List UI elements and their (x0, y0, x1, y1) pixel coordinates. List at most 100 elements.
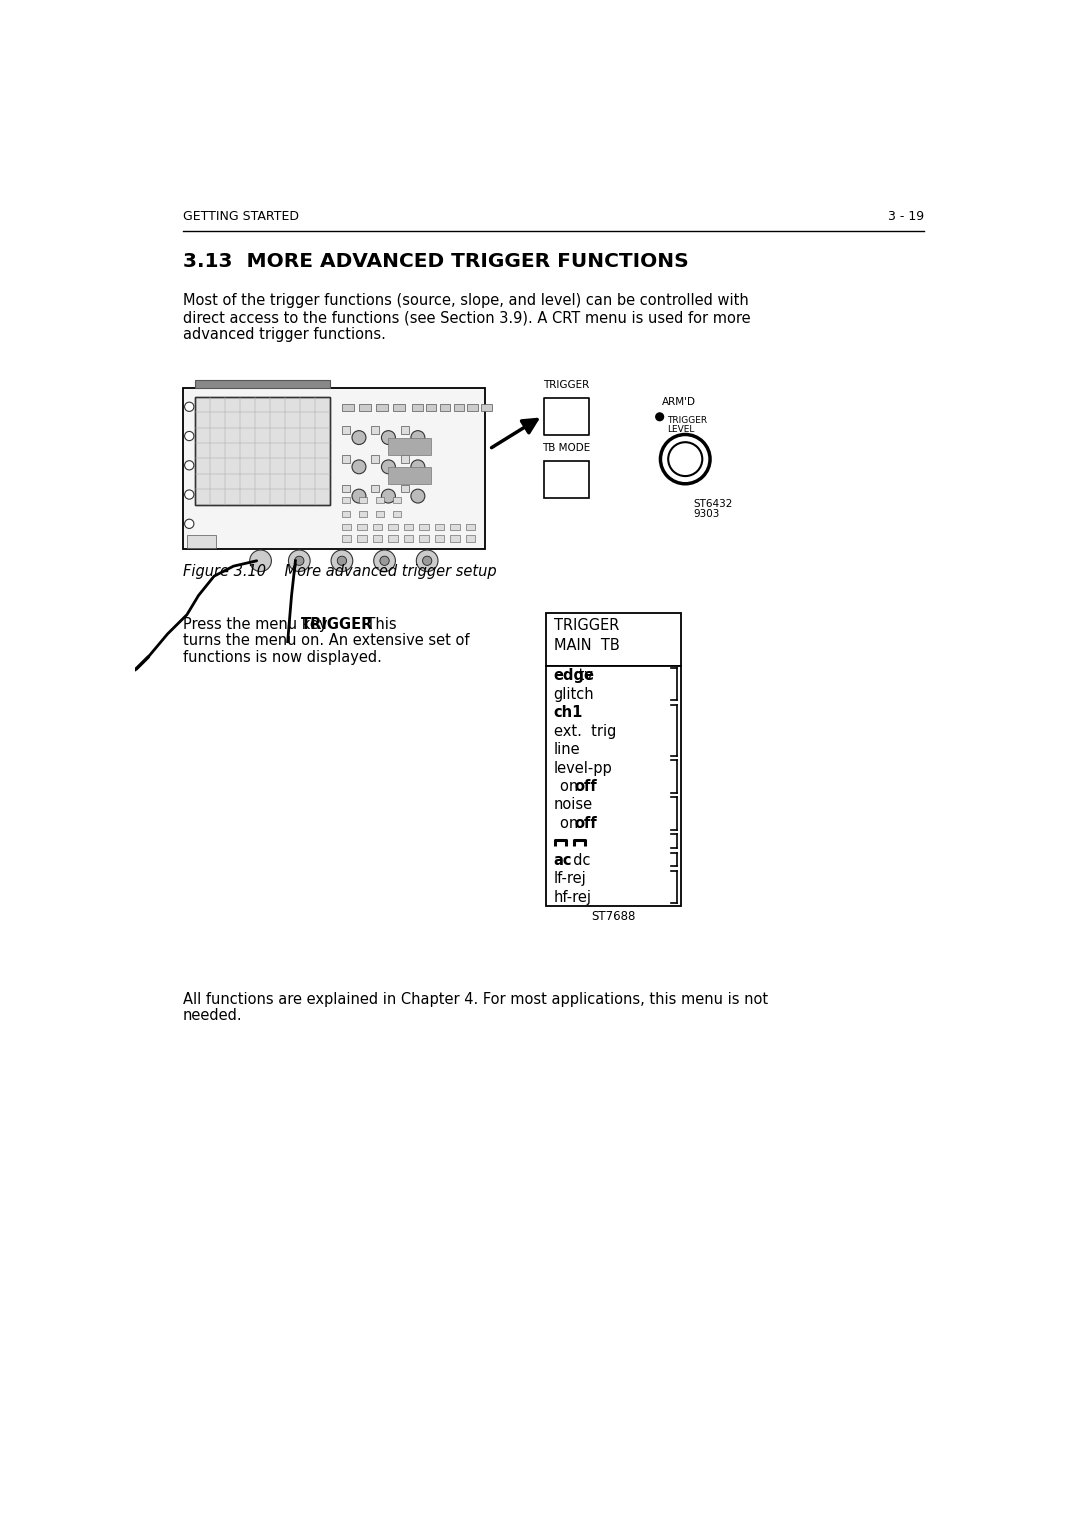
Bar (342, 456, 350, 463)
Bar (194, 396, 330, 505)
Text: 9303: 9303 (693, 509, 719, 518)
Circle shape (374, 550, 395, 572)
Bar (342, 497, 350, 503)
Bar (426, 404, 436, 411)
Bar (419, 535, 429, 541)
Text: advanced trigger functions.: advanced trigger functions. (183, 327, 386, 342)
Text: ARM'D: ARM'D (662, 398, 696, 407)
Bar (373, 535, 382, 541)
Circle shape (416, 550, 438, 572)
Text: Most of the trigger functions (source, slope, and level) can be controlled with: Most of the trigger functions (source, s… (183, 294, 748, 309)
Circle shape (352, 489, 366, 503)
Text: off: off (575, 778, 597, 794)
Bar (401, 485, 408, 492)
Circle shape (656, 413, 663, 420)
Bar (372, 456, 379, 463)
Text: All functions are explained in Chapter 4. For most applications, this menu is no: All functions are explained in Chapter 4… (183, 991, 768, 1006)
Bar (372, 427, 379, 434)
Text: needed.: needed. (183, 1009, 243, 1023)
Bar (419, 524, 429, 531)
Bar (468, 404, 478, 411)
Bar (342, 511, 350, 517)
Text: turns the menu on. An extensive set of: turns the menu on. An extensive set of (183, 633, 470, 648)
Circle shape (661, 434, 710, 483)
Bar (440, 404, 450, 411)
Bar (183, 387, 485, 549)
Bar (342, 524, 351, 531)
Bar (450, 535, 460, 541)
Text: hf-rej: hf-rej (554, 890, 592, 905)
Bar (359, 511, 367, 517)
Circle shape (352, 431, 366, 445)
Bar (389, 439, 431, 456)
Bar (404, 535, 414, 541)
Text: TRIGGER: TRIGGER (666, 416, 706, 425)
Circle shape (410, 460, 424, 474)
Bar (187, 535, 216, 547)
Bar (389, 524, 397, 531)
Bar (376, 404, 389, 411)
Text: . This: . This (357, 616, 397, 631)
Bar (359, 497, 367, 503)
Bar (357, 524, 367, 531)
Text: on: on (559, 816, 582, 830)
Bar (404, 524, 414, 531)
Circle shape (185, 520, 194, 529)
Bar (372, 485, 379, 492)
Text: ch1: ch1 (554, 705, 583, 720)
Bar (389, 466, 431, 483)
Circle shape (185, 460, 194, 469)
Bar (376, 511, 383, 517)
Text: MAIN  TB: MAIN TB (554, 638, 619, 653)
Bar (373, 524, 382, 531)
Text: direct access to the functions (see Section 3.9). A CRT menu is used for more: direct access to the functions (see Sect… (183, 310, 751, 326)
Bar (194, 396, 330, 505)
Circle shape (295, 557, 303, 566)
Text: lf-rej: lf-rej (554, 872, 586, 887)
Text: ext.  trig: ext. trig (554, 723, 616, 739)
Bar (342, 427, 350, 434)
Text: Figure 3.10    More advanced trigger setup: Figure 3.10 More advanced trigger setup (183, 564, 497, 579)
Bar (401, 456, 408, 463)
Text: tv: tv (573, 668, 593, 683)
Bar (342, 535, 351, 541)
Bar (342, 485, 350, 492)
Circle shape (185, 402, 194, 411)
Bar (393, 511, 401, 517)
Text: LEVEL: LEVEL (666, 425, 694, 434)
Text: ST6432: ST6432 (693, 498, 732, 509)
Bar (342, 404, 354, 411)
Text: ST7688: ST7688 (592, 910, 636, 922)
Circle shape (669, 442, 702, 476)
Text: TRIGGER: TRIGGER (554, 618, 619, 633)
Text: level-pp: level-pp (554, 760, 612, 775)
Text: on: on (559, 778, 582, 794)
Circle shape (185, 431, 194, 440)
Text: Press the menu key: Press the menu key (183, 616, 333, 631)
Text: noise: noise (554, 798, 593, 812)
Text: TB MODE: TB MODE (542, 443, 591, 454)
Circle shape (381, 460, 395, 474)
Bar (465, 524, 475, 531)
Bar (465, 535, 475, 541)
Bar (544, 460, 590, 497)
Bar (376, 497, 383, 503)
Text: 3.13  MORE ADVANCED TRIGGER FUNCTIONS: 3.13 MORE ADVANCED TRIGGER FUNCTIONS (183, 252, 689, 271)
Bar (393, 404, 405, 411)
Circle shape (410, 489, 424, 503)
Bar (545, 665, 681, 905)
Text: TRIGGER: TRIGGER (543, 379, 590, 390)
Bar (194, 379, 330, 387)
Bar (389, 535, 397, 541)
Bar (545, 613, 681, 665)
Circle shape (422, 557, 432, 566)
Bar (401, 427, 408, 434)
Text: TRIGGER: TRIGGER (301, 616, 374, 631)
Bar (454, 404, 464, 411)
Text: glitch: glitch (554, 687, 594, 702)
Text: line: line (554, 742, 580, 757)
Circle shape (337, 557, 347, 566)
Circle shape (185, 489, 194, 498)
Text: dc: dc (564, 853, 590, 868)
Circle shape (381, 489, 395, 503)
